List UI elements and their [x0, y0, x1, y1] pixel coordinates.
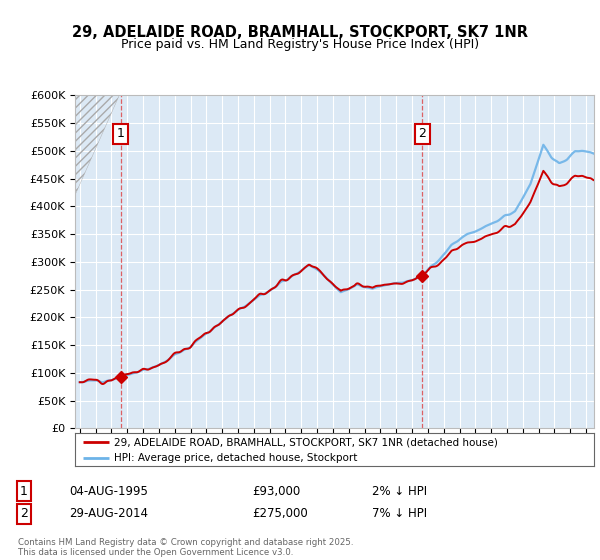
- Text: 2: 2: [419, 127, 427, 140]
- Text: 29-AUG-2014: 29-AUG-2014: [69, 507, 148, 520]
- Text: 7% ↓ HPI: 7% ↓ HPI: [372, 507, 427, 520]
- Text: HPI: Average price, detached house, Stockport: HPI: Average price, detached house, Stoc…: [114, 453, 358, 463]
- Text: 1: 1: [20, 484, 28, 498]
- Text: £275,000: £275,000: [252, 507, 308, 520]
- Text: 29, ADELAIDE ROAD, BRAMHALL, STOCKPORT, SK7 1NR (detached house): 29, ADELAIDE ROAD, BRAMHALL, STOCKPORT, …: [114, 437, 498, 447]
- Text: 29, ADELAIDE ROAD, BRAMHALL, STOCKPORT, SK7 1NR: 29, ADELAIDE ROAD, BRAMHALL, STOCKPORT, …: [72, 25, 528, 40]
- Text: Price paid vs. HM Land Registry's House Price Index (HPI): Price paid vs. HM Land Registry's House …: [121, 38, 479, 51]
- Text: £93,000: £93,000: [252, 484, 300, 498]
- Text: 2: 2: [20, 507, 28, 520]
- Text: Contains HM Land Registry data © Crown copyright and database right 2025.
This d: Contains HM Land Registry data © Crown c…: [18, 538, 353, 557]
- Text: 04-AUG-1995: 04-AUG-1995: [69, 484, 148, 498]
- Text: 2% ↓ HPI: 2% ↓ HPI: [372, 484, 427, 498]
- Text: 1: 1: [117, 127, 125, 140]
